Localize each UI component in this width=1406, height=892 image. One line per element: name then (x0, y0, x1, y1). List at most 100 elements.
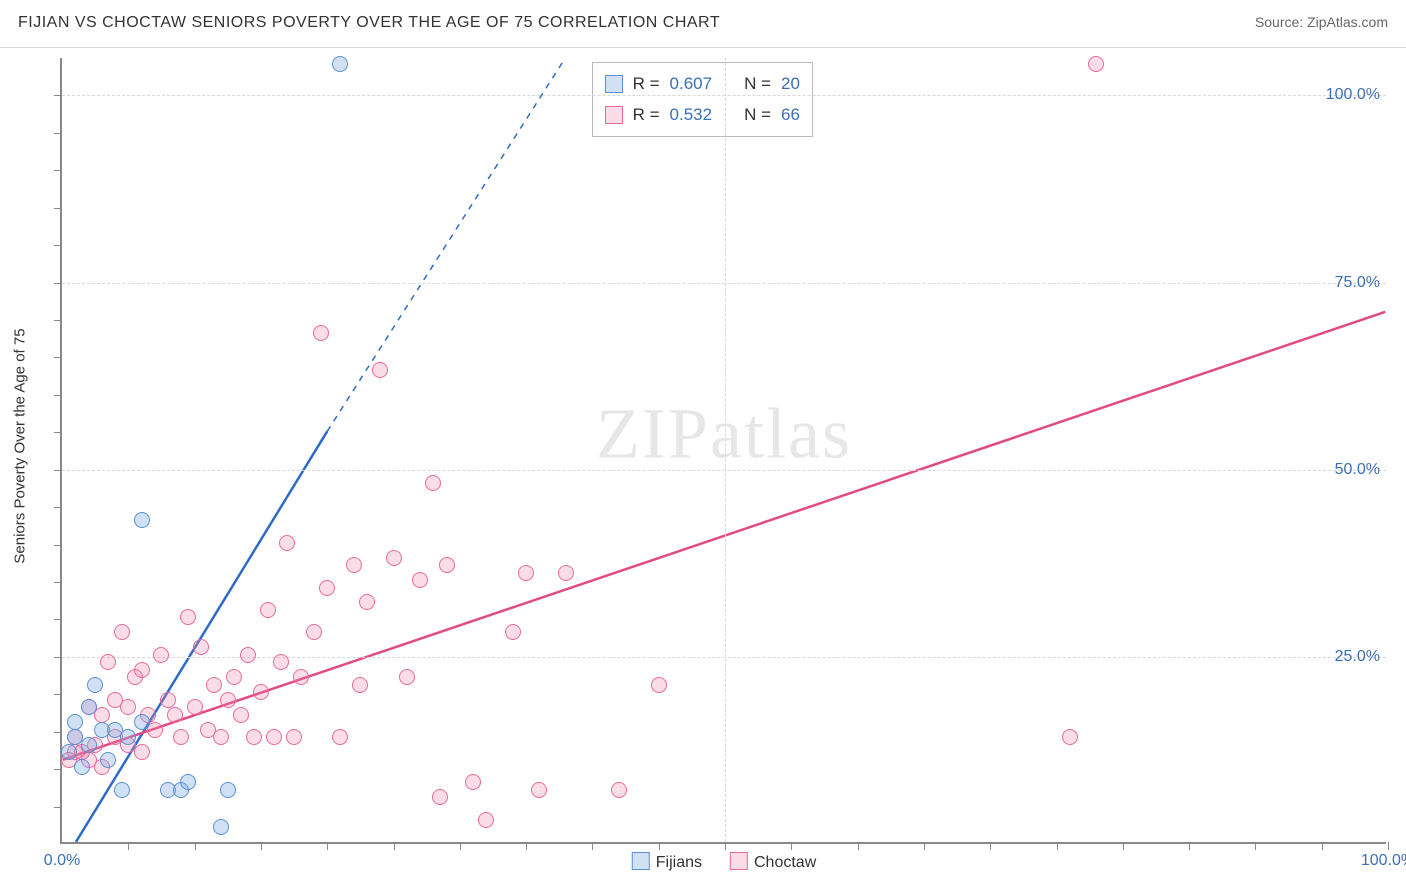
watermark-prefix: ZIP (596, 394, 710, 474)
x-tick-mark (327, 842, 328, 850)
data-point-b (160, 692, 176, 708)
x-tick-mark (1123, 842, 1124, 850)
x-tick-label-min: 0.0% (44, 852, 80, 870)
y-tick-mark (54, 395, 62, 396)
legend-bottom: FijiansChoctaw (632, 852, 816, 872)
legend-stats: R =0.607N =20R =0.532N =66 (592, 62, 813, 137)
legend-swatch-b (605, 106, 623, 124)
data-point-b (412, 572, 428, 588)
data-point-b (425, 475, 441, 491)
legend-swatch-b (730, 852, 748, 870)
data-point-a (81, 737, 97, 753)
gridline-h (62, 283, 1386, 284)
data-point-b (611, 782, 627, 798)
chart-header: FIJIAN VS CHOCTAW SENIORS POVERTY OVER T… (0, 0, 1406, 48)
data-point-b (1088, 56, 1104, 72)
x-tick-mark (195, 842, 196, 850)
gridline-v (725, 58, 726, 842)
y-tick-mark (54, 545, 62, 546)
data-point-b (114, 624, 130, 640)
y-tick-mark (54, 807, 62, 808)
data-point-b (439, 557, 455, 573)
y-tick-mark (54, 208, 62, 209)
x-tick-mark (1322, 842, 1323, 850)
data-point-b (273, 654, 289, 670)
data-point-b (518, 565, 534, 581)
chart-title: FIJIAN VS CHOCTAW SENIORS POVERTY OVER T… (18, 14, 720, 32)
data-point-a (213, 819, 229, 835)
scatter-plot: ZIPatlas R =0.607N =20R =0.532N =66 Fiji… (60, 58, 1386, 844)
data-point-b (134, 662, 150, 678)
data-point-b (279, 535, 295, 551)
x-tick-mark (1189, 842, 1190, 850)
y-tick-mark (54, 432, 62, 433)
data-point-a (134, 512, 150, 528)
y-tick-mark (54, 245, 62, 246)
data-point-b (100, 654, 116, 670)
gridline-h (62, 95, 1386, 96)
data-point-b (260, 602, 276, 618)
data-point-a (67, 714, 83, 730)
y-tick-mark (54, 694, 62, 695)
y-tick-label: 25.0% (1335, 648, 1380, 666)
data-point-b (313, 325, 329, 341)
legend-R-label: R = (633, 100, 660, 131)
x-tick-mark (394, 842, 395, 850)
trendline-a (76, 431, 327, 842)
data-point-b (180, 609, 196, 625)
y-tick-label: 75.0% (1335, 274, 1380, 292)
x-tick-mark (791, 842, 792, 850)
watermark-suffix: atlas (710, 394, 852, 474)
y-tick-label: 100.0% (1326, 86, 1380, 104)
y-tick-mark (54, 657, 62, 658)
legend-stats-row-b: R =0.532N =66 (605, 100, 800, 131)
x-tick-mark (1057, 842, 1058, 850)
x-tick-mark (261, 842, 262, 850)
y-tick-label: 50.0% (1335, 461, 1380, 479)
data-point-b (399, 669, 415, 685)
data-point-b (293, 669, 309, 685)
trendlines-layer (62, 58, 1386, 842)
data-point-b (432, 789, 448, 805)
data-point-b (226, 669, 242, 685)
y-tick-mark (54, 133, 62, 134)
data-point-b (173, 729, 189, 745)
x-tick-mark (1388, 842, 1389, 850)
data-point-b (306, 624, 322, 640)
data-point-b (651, 677, 667, 693)
y-tick-mark (54, 582, 62, 583)
y-tick-mark (54, 619, 62, 620)
data-point-b (233, 707, 249, 723)
trendline-a-dashed (327, 58, 565, 431)
data-point-b (558, 565, 574, 581)
data-point-a (74, 759, 90, 775)
data-point-a (120, 729, 136, 745)
data-point-b (213, 729, 229, 745)
data-point-a (100, 752, 116, 768)
data-point-b (153, 647, 169, 663)
data-point-b (352, 677, 368, 693)
data-point-b (359, 594, 375, 610)
data-point-b (253, 684, 269, 700)
x-tick-mark (924, 842, 925, 850)
data-point-b (372, 362, 388, 378)
x-tick-mark (460, 842, 461, 850)
legend-N-label: N = (744, 100, 771, 131)
data-point-b (346, 557, 362, 573)
data-point-b (465, 774, 481, 790)
data-point-b (1062, 729, 1078, 745)
y-tick-mark (54, 470, 62, 471)
data-point-b (266, 729, 282, 745)
source-name: ZipAtlas.com (1307, 14, 1388, 30)
y-tick-mark (54, 507, 62, 508)
data-point-a (332, 56, 348, 72)
x-tick-mark (858, 842, 859, 850)
legend-series-name: Fijians (656, 854, 702, 871)
x-tick-mark (526, 842, 527, 850)
y-axis-title: Seniors Poverty Over the Age of 75 (12, 328, 29, 563)
data-point-a (220, 782, 236, 798)
data-point-a (81, 699, 97, 715)
legend-bottom-item-a: Fijians (632, 852, 702, 872)
watermark: ZIPatlas (596, 393, 852, 476)
y-tick-mark (54, 769, 62, 770)
